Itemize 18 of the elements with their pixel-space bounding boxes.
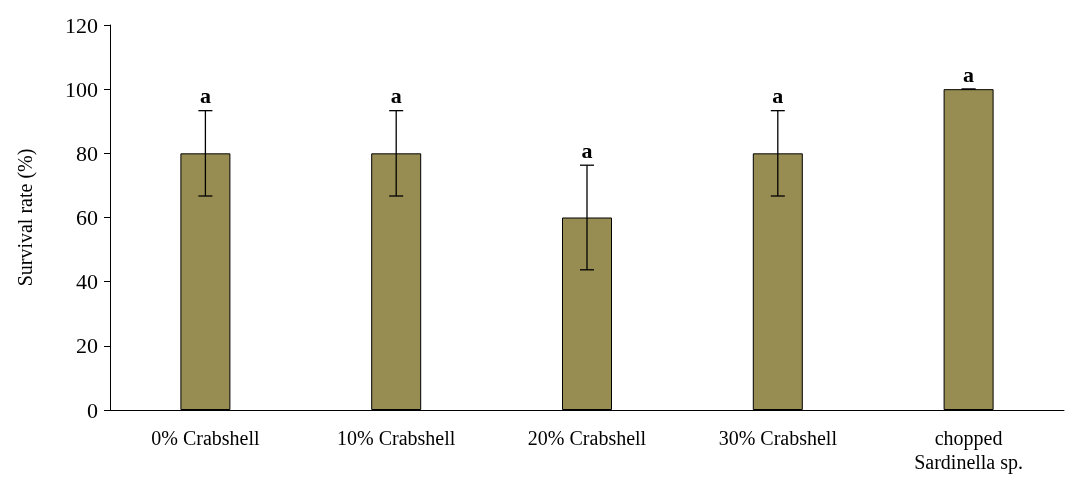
y-tick-label: 40 (76, 269, 98, 295)
y-tick-label: 100 (65, 76, 98, 102)
annotation: a (772, 83, 784, 109)
y-tick-label: 120 (65, 12, 98, 38)
y-tick-label: 60 (76, 205, 98, 230)
annotation: a (199, 83, 211, 109)
y-tick-label: 80 (76, 140, 98, 166)
x-tick-label: 10% Crabshell (337, 427, 456, 449)
x-tick-label: 0% Crabshell (151, 427, 260, 449)
annotation: a (963, 61, 975, 87)
y-tick-label: 20 (76, 333, 98, 359)
x-tick-label: 20% Crabshell (527, 427, 647, 449)
x-tick-label: 30% Crabshell (718, 427, 838, 449)
annotation: a (390, 83, 402, 109)
annotation: a (581, 137, 593, 163)
y-tick-label: 0 (87, 397, 98, 423)
x-tick-label: chopped Sardinella sp. (914, 427, 1024, 474)
y-axis-title: Survival rate (%) (14, 148, 37, 287)
